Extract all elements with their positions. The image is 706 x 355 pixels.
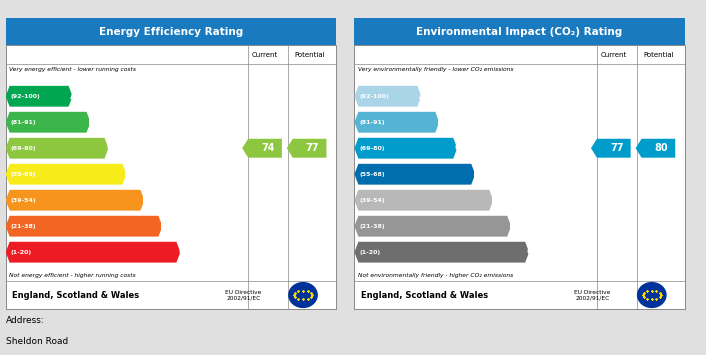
Polygon shape [242, 139, 282, 158]
Text: (69-80): (69-80) [359, 146, 385, 151]
Text: (81-91): (81-91) [359, 120, 385, 125]
Text: (1-20): (1-20) [359, 250, 381, 255]
Text: Sheldon Road: Sheldon Road [6, 337, 68, 346]
Text: 77: 77 [306, 143, 319, 153]
Text: D: D [473, 169, 481, 179]
Text: E: E [142, 195, 149, 205]
Text: 74: 74 [261, 143, 275, 153]
Text: Current: Current [601, 52, 627, 58]
Text: (55-68): (55-68) [11, 172, 36, 177]
Text: Energy Efficiency Rating: Energy Efficiency Rating [99, 27, 243, 37]
Polygon shape [6, 138, 109, 159]
Polygon shape [354, 138, 457, 159]
Text: England, Scotland & Wales: England, Scotland & Wales [12, 290, 139, 300]
Text: EU Directive
2002/91/EC: EU Directive 2002/91/EC [574, 290, 611, 300]
Text: (81-91): (81-91) [11, 120, 36, 125]
Text: Very environmentally friendly - lower CO₂ emissions: Very environmentally friendly - lower CO… [358, 67, 513, 72]
Text: C: C [455, 143, 462, 153]
Text: E: E [491, 195, 498, 205]
Text: (92-100): (92-100) [11, 94, 40, 99]
Text: Not environmentally friendly - higher CO₂ emissions: Not environmentally friendly - higher CO… [358, 273, 513, 278]
Text: G: G [527, 247, 535, 257]
Text: (92-100): (92-100) [359, 94, 389, 99]
Text: England, Scotland & Wales: England, Scotland & Wales [361, 290, 488, 300]
Text: C: C [106, 143, 114, 153]
Text: D: D [124, 169, 133, 179]
Text: Potential: Potential [643, 52, 674, 58]
Circle shape [288, 282, 318, 308]
Text: A: A [70, 91, 78, 101]
Text: (1-20): (1-20) [11, 250, 32, 255]
Text: (39-54): (39-54) [11, 198, 36, 203]
Polygon shape [354, 216, 511, 237]
Circle shape [637, 282, 666, 308]
Text: (21-38): (21-38) [359, 224, 385, 229]
Polygon shape [6, 164, 126, 185]
Polygon shape [6, 86, 73, 106]
Text: 80: 80 [654, 143, 668, 153]
Text: Current: Current [252, 52, 278, 58]
Polygon shape [6, 242, 180, 263]
Polygon shape [6, 190, 145, 211]
Polygon shape [6, 216, 162, 237]
Text: (55-68): (55-68) [359, 172, 385, 177]
Text: Environmental Impact (CO₂) Rating: Environmental Impact (CO₂) Rating [417, 27, 623, 37]
Polygon shape [354, 86, 421, 106]
Text: F: F [509, 221, 516, 231]
Text: A: A [419, 91, 427, 101]
Text: Potential: Potential [294, 52, 325, 58]
Text: (21-38): (21-38) [11, 224, 36, 229]
Polygon shape [354, 190, 493, 211]
Polygon shape [354, 164, 475, 185]
Polygon shape [287, 139, 326, 158]
Text: EU Directive
2002/91/EC: EU Directive 2002/91/EC [225, 290, 262, 300]
Text: Not energy efficient - higher running costs: Not energy efficient - higher running co… [9, 273, 136, 278]
Polygon shape [354, 242, 529, 263]
Text: 77: 77 [610, 143, 623, 153]
Text: Very energy efficient - lower running costs: Very energy efficient - lower running co… [9, 67, 136, 72]
Polygon shape [591, 139, 630, 158]
Text: (69-80): (69-80) [11, 146, 36, 151]
Bar [6, 18, 336, 45]
Text: Address:: Address: [6, 316, 44, 325]
Text: B: B [437, 117, 445, 127]
Polygon shape [635, 139, 675, 158]
Bar [354, 18, 685, 45]
Text: B: B [88, 117, 96, 127]
Text: (39-54): (39-54) [359, 198, 385, 203]
Polygon shape [6, 112, 90, 133]
Text: G: G [178, 247, 186, 257]
Text: F: F [160, 221, 167, 231]
Polygon shape [354, 112, 439, 133]
